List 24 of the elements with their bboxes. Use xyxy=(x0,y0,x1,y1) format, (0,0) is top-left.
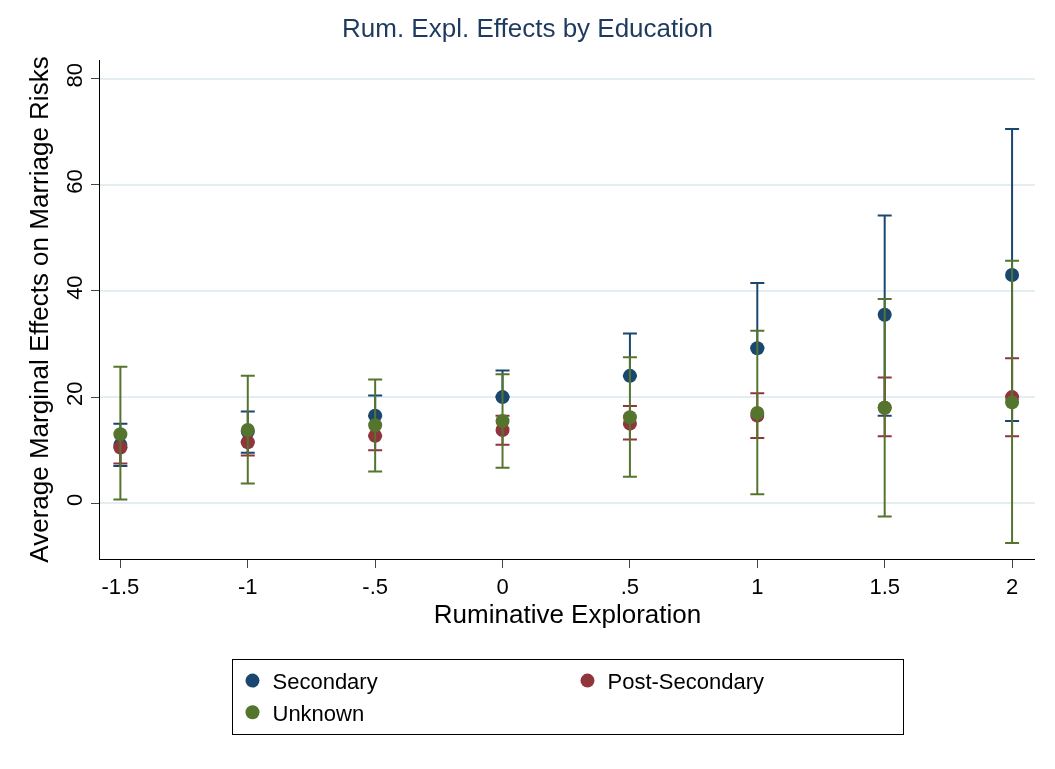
legend-label: Secondary xyxy=(272,669,378,695)
y-tick-label: 40 xyxy=(62,275,88,300)
y-tick-label: 60 xyxy=(62,169,88,194)
y-tick-label: 20 xyxy=(62,381,88,407)
legend-label: Unknown xyxy=(272,700,365,726)
point xyxy=(495,413,510,428)
x-tick-label: 1 xyxy=(751,574,764,600)
y-tick-label: 80 xyxy=(62,63,88,88)
x-tick-label: -1 xyxy=(237,574,258,600)
y-tick-label: 0 xyxy=(62,493,88,507)
x-axis-title: Ruminative Exploration xyxy=(433,599,702,630)
point xyxy=(1005,395,1020,410)
point xyxy=(622,410,637,425)
x-tick-label: -1.5 xyxy=(101,574,140,600)
chart-title: Rum. Expl. Effects by Education xyxy=(342,13,713,44)
x-tick-label: 1.5 xyxy=(869,574,900,600)
x-tick-label: -.5 xyxy=(362,574,388,600)
legend-label: Post-Secondary xyxy=(607,669,765,695)
y-axis-title: Average Marginal Effects on Marriage Risks xyxy=(23,56,54,563)
x-tick-label: 2 xyxy=(1005,574,1019,600)
x-tick-label: .5 xyxy=(620,574,640,600)
point xyxy=(113,427,128,442)
x-tick-label: 0 xyxy=(496,574,509,600)
point xyxy=(368,418,383,433)
